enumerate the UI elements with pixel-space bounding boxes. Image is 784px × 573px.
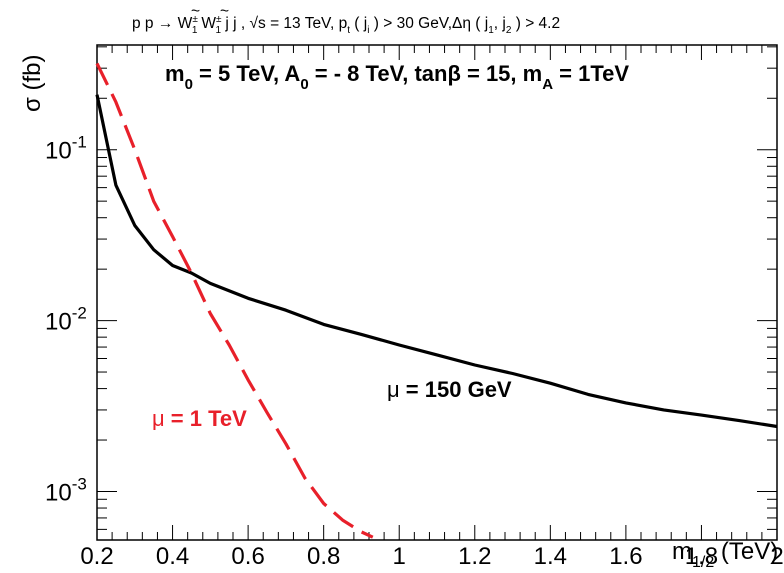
x-tick-label: 1 — [393, 543, 406, 570]
x-tick-label: 1.6 — [609, 543, 642, 570]
x-tick-label: 0.8 — [307, 543, 340, 570]
series-line-1 — [95, 62, 374, 539]
x-tick-label: 1.4 — [534, 543, 567, 570]
x-tick-label: 1.8 — [685, 543, 718, 570]
x-tick-label: 0.2 — [80, 543, 113, 570]
plot-frame — [96, 44, 778, 541]
title-tilde-1: ~ — [191, 3, 200, 20]
series-label-mu-1tev: μ = 1 TeV — [152, 406, 247, 431]
y-tick-label: 10-1 — [45, 133, 87, 165]
chart-title: p p → W± 1 W± 1 j j , √s = 13 TeV, pt ( ji … — [132, 14, 560, 36]
y-tick-label: 10-3 — [45, 474, 87, 506]
x-tick-label: 2 — [770, 543, 783, 570]
x-tick-label: 0.4 — [156, 543, 189, 570]
series-line-0 — [95, 94, 778, 429]
series-lines — [95, 62, 778, 539]
axes: 0.2 0.4 0.6 0.8 1 1.2 1.4 1.6 1.8 2 10-1 10-2 10-3 — [45, 45, 784, 570]
series-label-mu-150: μ = 150 GeV — [387, 377, 512, 402]
x-tick-label: 1.2 — [458, 543, 491, 570]
parameters-annotation: m0 = 5 TeV, A0 = - 8 TeV, tanβ = 15, mA … — [165, 61, 629, 93]
y-tick-label: 10-2 — [45, 304, 87, 336]
x-tick-label: 0.6 — [231, 543, 264, 570]
x-axis-title: m1/2 (TeV) — [672, 538, 778, 571]
title-tilde-2: ~ — [220, 3, 229, 20]
y-axis-title: σ (fb) — [19, 55, 46, 112]
